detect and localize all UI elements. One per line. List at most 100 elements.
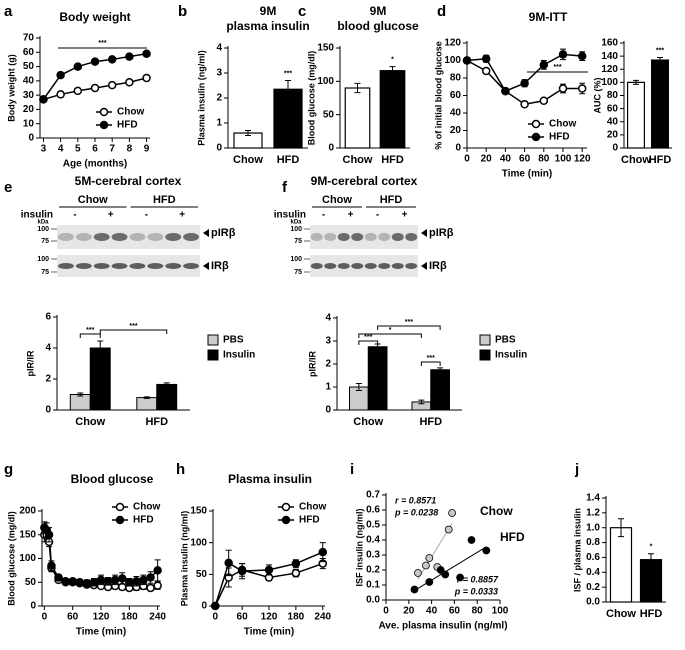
y-tick-label: 50 (25, 577, 37, 588)
blot-band (75, 263, 92, 269)
blot-band (310, 263, 323, 269)
marker (146, 573, 155, 582)
band-label: pIRβ (429, 227, 454, 239)
legend-marker (115, 515, 125, 525)
marker (107, 55, 117, 64)
x-tick-label: 80 (472, 606, 484, 617)
x-tick-label: HFD (419, 416, 442, 428)
marker (539, 96, 549, 105)
x-tick-label: 60 (519, 154, 531, 165)
marker (125, 52, 134, 61)
series-line (214, 551, 324, 607)
chart-title: Plasma insulin (228, 472, 312, 486)
treatment-sign: - (376, 210, 379, 221)
x-tick-label: 180 (288, 612, 305, 623)
y-axis-label: Blood glucose (mg/dl) (6, 511, 16, 606)
blot-band (364, 263, 377, 269)
legend-swatch (207, 349, 219, 361)
y-axis-label: Plasma insulin (ng/ml) (179, 511, 189, 607)
panel-letter: g (4, 461, 13, 478)
marker (117, 574, 127, 583)
error-bar (97, 340, 104, 356)
blot-strip (310, 255, 418, 277)
y-tick-label: 1 (325, 382, 331, 393)
annotation: r = 0.8857 (457, 574, 499, 584)
y-tick-label: 20 (607, 130, 619, 141)
y-tick-label: 0 (455, 143, 461, 154)
y-axis-label: AUC (%) (592, 78, 602, 114)
error-bar (285, 80, 291, 99)
series-label: Chow (480, 504, 513, 518)
y-tick-label: 2 (216, 93, 222, 104)
significance-label: *** (86, 327, 94, 334)
marker (558, 50, 568, 59)
significance-bracket (377, 325, 441, 330)
x-tick-label: 60 (449, 606, 461, 617)
group-label: HFD (380, 194, 403, 206)
marker (44, 530, 54, 539)
legend-swatch (479, 349, 491, 361)
kda-marker: 75 (294, 269, 302, 276)
marker (89, 578, 99, 587)
kda-label: kDa (290, 220, 302, 226)
y-tick-label: 0.2 (586, 582, 600, 593)
blot-band (147, 263, 164, 269)
point (482, 546, 491, 555)
x-axis-label: Time (min) (502, 169, 552, 180)
kda-label: kDa (37, 220, 49, 226)
y-tick-label: 50 (23, 61, 35, 72)
y-axis-label: pIR/IR (307, 351, 317, 377)
x-axis-label: Age (months) (63, 159, 127, 170)
x-tick-label: 120 (261, 612, 278, 623)
bar (367, 346, 388, 411)
significance-label: * (650, 544, 653, 551)
marker (153, 581, 162, 590)
significance-label: *** (129, 323, 137, 330)
marker (110, 575, 120, 585)
kda-marker: 100 (37, 256, 49, 263)
y-tick-label: 0.4 (366, 535, 380, 546)
marker (73, 86, 83, 96)
x-tick-label: Chow (606, 608, 636, 620)
legend-marker (281, 515, 291, 525)
chart-title: 9M-cerebral cortex (311, 174, 418, 188)
marker (107, 80, 117, 90)
blot-band (364, 233, 377, 241)
significance-label: * (391, 57, 394, 64)
legend-label: Insulin (495, 350, 527, 361)
x-tick-label: 0 (464, 154, 470, 165)
error-bar (245, 130, 251, 136)
x-tick-label: 100 (492, 606, 509, 617)
kda-marker: 100 (290, 256, 302, 263)
x-axis-label: Ave. plasma insulin (ng/ml) (378, 621, 507, 632)
panel-letter: i (350, 461, 354, 478)
y-tick-label: 140 (601, 51, 618, 62)
significance-label: *** (656, 47, 664, 54)
y-tick-label: 0.5 (366, 520, 380, 531)
legend-swatch (207, 334, 219, 346)
blot-band (129, 233, 146, 241)
x-tick-label: 40 (426, 606, 438, 617)
y-tick-label: 0.6 (586, 552, 600, 563)
panel-letter: j (574, 461, 579, 478)
y-axis-label: Blood glucose (mg/dl) (306, 51, 316, 146)
x-tick-label: Chow (75, 416, 105, 428)
annotation: p = 0.0238 (394, 507, 438, 517)
y-axis-label: % of initial blood glucose (433, 41, 443, 150)
x-tick-label: 3 (41, 144, 47, 155)
marker (61, 577, 70, 586)
blot-band (129, 263, 146, 269)
blot-band (165, 263, 182, 269)
significance-label: * (389, 327, 392, 334)
blot-band (165, 233, 182, 241)
x-tick-label: 180 (121, 612, 138, 623)
y-tick-label: 10 (23, 118, 35, 129)
marker (237, 566, 247, 576)
legend-label: Insulin (223, 350, 255, 361)
treatment-sign: - (73, 210, 76, 221)
y-tick-label: 30 (23, 90, 35, 101)
error-bar (77, 392, 84, 397)
blot-band (337, 233, 350, 241)
legend-marker (281, 502, 291, 512)
marker (103, 577, 113, 586)
